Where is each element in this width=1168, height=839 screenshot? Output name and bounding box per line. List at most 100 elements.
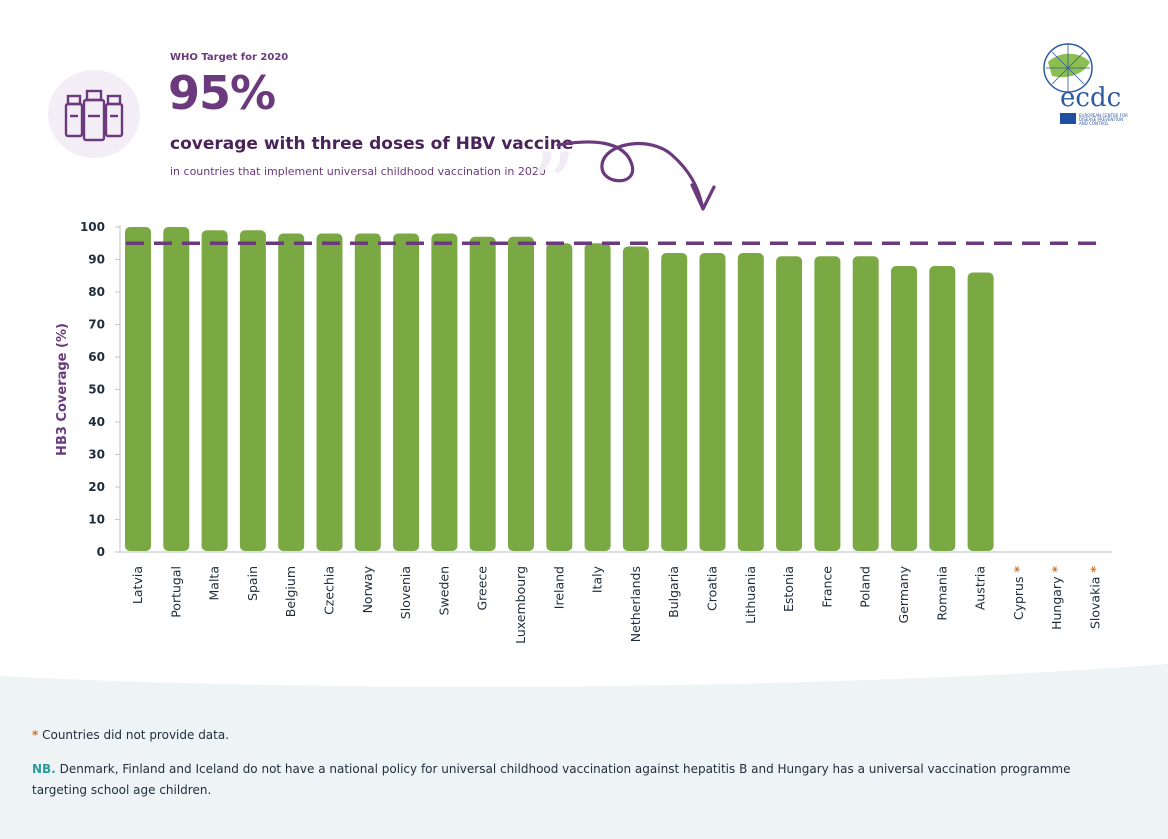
bar-luxembourg — [508, 236, 534, 551]
bar-estonia — [776, 256, 803, 551]
x-label-germany: Germany — [896, 565, 911, 623]
x-tick-label: Bulgaria — [666, 566, 681, 618]
x-tick-label: Ireland — [551, 566, 566, 609]
ecdc-logo: ecdc EUROPEAN CENTRE FOR DISEASE PREVENT… — [1038, 40, 1138, 132]
bar-spain — [239, 230, 266, 551]
x-label-greece: Greece — [475, 566, 490, 611]
star-marker: * — [32, 728, 39, 742]
bar-romania — [929, 266, 956, 551]
x-label-belgium: Belgium — [283, 566, 298, 617]
x-tick-label: Malta — [207, 566, 222, 600]
x-tick-label: Luxembourg — [513, 566, 528, 644]
no-data-star: * — [1011, 566, 1026, 573]
no-data-text: Countries did not provide data. — [42, 728, 230, 742]
bar-belgium — [278, 233, 305, 551]
y-axis-title: HB3 Coverage (%) — [55, 323, 70, 456]
x-label-ireland: Ireland — [551, 566, 566, 609]
bar-portugal — [163, 227, 190, 551]
x-tick-label: Romania — [934, 566, 949, 621]
x-tick-label: Greece — [475, 566, 490, 611]
x-tick-label: Austria — [973, 566, 988, 610]
x-tick-name: Hungary — [1049, 573, 1064, 630]
bar-bulgaria — [661, 253, 688, 551]
x-label-croatia: Croatia — [705, 566, 720, 611]
x-tick-name: Slovakia — [1088, 573, 1103, 629]
target-percent: 95% — [168, 66, 276, 120]
x-tick-label: Lithuania — [743, 566, 758, 624]
x-tick-label: Czechia — [322, 566, 337, 615]
x-tick-label: Latvia — [130, 566, 145, 604]
bar-greece — [469, 236, 496, 551]
x-label-hungary: Hungary * — [1049, 566, 1064, 630]
y-tick-label: 40 — [88, 415, 105, 429]
x-tick-label: Germany — [896, 565, 911, 623]
x-label-slovenia: Slovenia — [398, 566, 413, 619]
x-tick-label: Italy — [590, 565, 605, 593]
x-label-france: France — [819, 566, 834, 608]
bar-malta — [201, 230, 228, 551]
bar-croatia — [699, 253, 726, 551]
chart-subtitle: coverage with three doses of HBV vaccine — [170, 134, 574, 154]
x-label-netherlands: Netherlands — [628, 566, 643, 642]
x-label-bulgaria: Bulgaria — [666, 566, 681, 618]
x-label-italy: Italy — [590, 565, 605, 593]
x-tick-label: Croatia — [705, 566, 720, 611]
bar-austria — [967, 272, 994, 551]
x-label-poland: Poland — [858, 566, 873, 608]
target-label: WHO Target for 2020 — [170, 52, 289, 63]
chart-note: in countries that implement universal ch… — [170, 165, 546, 178]
x-tick-label: Spain — [245, 566, 260, 601]
x-tick-label: Cyprus * — [1011, 566, 1026, 621]
curly-arrow-icon: ” — [530, 134, 716, 225]
x-label-cyprus: Cyprus * — [1011, 566, 1026, 621]
y-tick-label: 30 — [88, 448, 105, 462]
svg-text:ecdc: ecdc — [1060, 83, 1121, 113]
x-tick-label: Slovenia — [398, 566, 413, 619]
x-tick-label: Hungary * — [1049, 566, 1064, 630]
x-label-sweden: Sweden — [436, 566, 451, 615]
coverage-bar-chart: 0 10 20 30 40 50 60 70 80 90 100 Latvia Portugal Mal… — [55, 220, 1112, 644]
bar-ireland — [546, 243, 573, 551]
bar-czechia — [316, 233, 343, 551]
y-tick-label: 90 — [88, 253, 105, 267]
vaccine-vials-icon — [48, 70, 140, 158]
svg-text:”: ” — [530, 134, 576, 225]
x-tick-label: Poland — [858, 566, 873, 608]
bar-slovenia — [393, 233, 420, 551]
x-label-portugal: Portugal — [168, 566, 183, 618]
nb-text: Denmark, Finland and Iceland do not have… — [32, 762, 1071, 797]
no-data-star: * — [1049, 566, 1064, 573]
no-data-note: * Countries did not provide data. — [32, 728, 229, 742]
y-tick-label: 20 — [88, 480, 105, 494]
y-tick-label: 60 — [88, 350, 105, 364]
x-label-czechia: Czechia — [322, 566, 337, 615]
x-tick-label: Estonia — [781, 566, 796, 612]
x-tick-label: Slovakia * — [1088, 566, 1103, 629]
y-tick-label: 10 — [88, 513, 105, 527]
y-tick-label: 50 — [88, 383, 105, 397]
x-label-spain: Spain — [245, 566, 260, 601]
x-tick-label: Belgium — [283, 566, 298, 617]
bar-poland — [852, 256, 879, 551]
x-tick-name: Cyprus — [1011, 573, 1026, 621]
x-tick-label: Portugal — [168, 566, 183, 618]
no-data-star: * — [1088, 566, 1103, 573]
svg-text:EUROPEAN CENTRE FOR: EUROPEAN CENTRE FOR — [1079, 113, 1128, 118]
bar-norway — [354, 233, 381, 551]
x-label-malta: Malta — [207, 566, 222, 600]
x-label-norway: Norway — [360, 565, 375, 613]
bar-germany — [891, 266, 917, 551]
footer-background — [0, 664, 1168, 839]
bar-sweden — [431, 233, 458, 551]
bar-france — [814, 256, 841, 551]
bar-italy — [584, 243, 611, 551]
x-label-slovakia: Slovakia * — [1088, 566, 1103, 629]
y-tick-label: 70 — [88, 318, 105, 332]
svg-text:AND CONTROL: AND CONTROL — [1079, 121, 1109, 126]
x-tick-label: Norway — [360, 565, 375, 613]
svg-text:DISEASE PREVENTION: DISEASE PREVENTION — [1079, 117, 1123, 122]
x-label-austria: Austria — [973, 566, 988, 610]
bar-lithuania — [737, 253, 764, 551]
bar-latvia — [125, 227, 151, 551]
x-label-lithuania: Lithuania — [743, 566, 758, 624]
